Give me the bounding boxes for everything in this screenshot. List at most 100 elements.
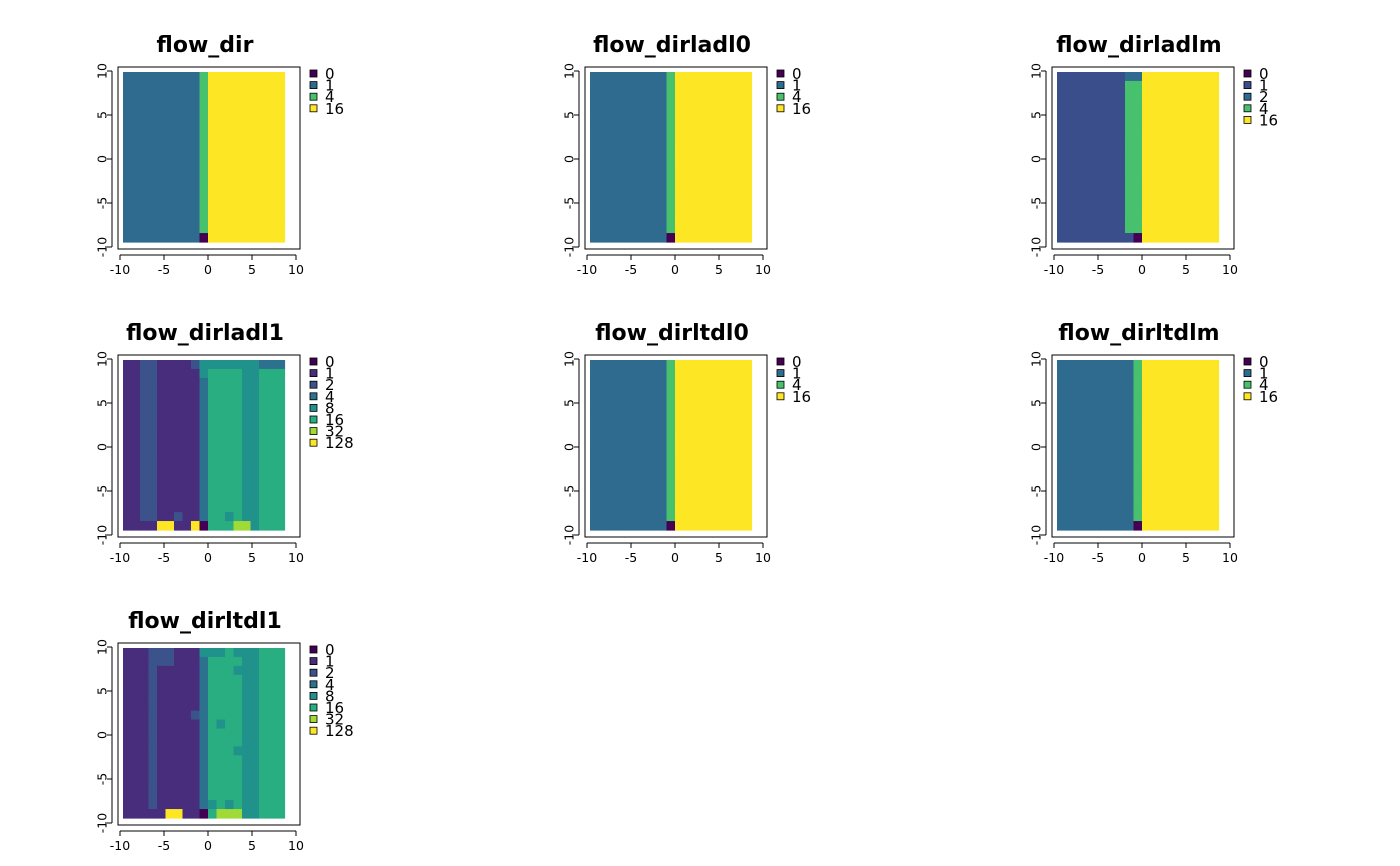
raster-cell bbox=[233, 800, 243, 810]
raster-cell bbox=[1176, 215, 1186, 225]
raster-cell bbox=[250, 764, 260, 774]
raster-cell bbox=[1184, 449, 1194, 460]
raster-cell bbox=[1184, 161, 1194, 172]
raster-cell bbox=[1116, 440, 1126, 451]
raster-cell bbox=[692, 422, 702, 433]
raster-cell bbox=[675, 404, 685, 415]
raster-cell bbox=[624, 521, 634, 531]
raster-cell bbox=[1176, 72, 1186, 82]
raster-cell bbox=[615, 449, 625, 460]
raster-cell bbox=[191, 449, 201, 460]
raster-cell bbox=[1108, 521, 1118, 531]
raster-cell bbox=[1176, 404, 1186, 415]
raster-cell bbox=[615, 98, 625, 109]
raster-cell bbox=[590, 215, 600, 225]
x-tick-label: -5 bbox=[625, 262, 637, 277]
raster-cell bbox=[123, 782, 133, 792]
raster-cell bbox=[632, 360, 642, 370]
raster-cell bbox=[1210, 72, 1220, 82]
raster-cell bbox=[1074, 377, 1084, 388]
raster-cell bbox=[1184, 512, 1194, 522]
raster-cell bbox=[1116, 170, 1126, 180]
raster-cell bbox=[242, 152, 252, 163]
raster-cell bbox=[700, 512, 710, 522]
raster-cell bbox=[157, 494, 167, 504]
raster-cell bbox=[242, 134, 252, 145]
raster-cell bbox=[1057, 485, 1067, 495]
raster-cell bbox=[267, 152, 277, 163]
raster-cell bbox=[233, 224, 243, 234]
raster-cell bbox=[1074, 404, 1084, 415]
raster-cell bbox=[632, 485, 642, 495]
raster-cell bbox=[267, 197, 277, 207]
raster-cell bbox=[1065, 116, 1075, 127]
raster-cell bbox=[658, 494, 668, 504]
raster-cell bbox=[632, 152, 642, 163]
raster-cell bbox=[649, 422, 659, 433]
raster-cell bbox=[607, 368, 617, 379]
raster-cell bbox=[174, 116, 184, 127]
raster-cell bbox=[123, 179, 133, 189]
legend-label: 4 bbox=[325, 388, 335, 406]
raster-cell bbox=[1210, 161, 1220, 172]
raster-cell bbox=[182, 161, 192, 172]
raster-cell bbox=[1091, 485, 1101, 495]
raster-cell bbox=[624, 404, 634, 415]
raster-cell bbox=[199, 422, 209, 433]
raster-cell bbox=[157, 701, 167, 712]
raster-cell bbox=[191, 143, 201, 154]
raster-cell bbox=[123, 143, 133, 154]
raster-cell bbox=[1108, 386, 1118, 397]
raster-cell bbox=[1057, 152, 1067, 163]
raster-cell bbox=[276, 152, 286, 163]
raster-cell bbox=[174, 692, 184, 703]
raster-cell bbox=[726, 188, 736, 198]
raster-cell bbox=[675, 360, 685, 370]
raster-cell bbox=[165, 701, 175, 712]
raster-cell bbox=[607, 170, 617, 180]
raster-cell bbox=[208, 683, 218, 694]
raster-cell bbox=[1159, 386, 1169, 397]
raster-cell bbox=[632, 395, 642, 406]
raster-cell bbox=[1159, 449, 1169, 460]
raster-cell bbox=[1159, 521, 1169, 531]
raster-cell bbox=[242, 422, 252, 433]
raster-cell bbox=[208, 449, 218, 460]
raster-cell bbox=[709, 224, 719, 234]
raster-cell bbox=[692, 494, 702, 504]
raster-cell bbox=[267, 98, 277, 109]
raster-cell bbox=[140, 512, 150, 522]
raster-cell bbox=[726, 215, 736, 225]
raster-cell bbox=[1091, 98, 1101, 109]
raster-cell bbox=[208, 170, 218, 180]
raster-cell bbox=[123, 485, 133, 495]
raster-cell bbox=[641, 404, 651, 415]
raster-cell bbox=[1184, 72, 1194, 82]
raster-cell bbox=[743, 98, 753, 109]
raster-cell bbox=[1065, 197, 1075, 207]
raster-cell bbox=[199, 360, 209, 370]
raster-cell bbox=[1201, 503, 1211, 513]
raster-cell bbox=[658, 377, 668, 388]
raster-cell bbox=[649, 449, 659, 460]
raster-cell bbox=[624, 458, 634, 468]
raster-cell bbox=[165, 377, 175, 388]
raster-cell bbox=[123, 648, 133, 658]
raster-cell bbox=[692, 458, 702, 468]
raster-cell bbox=[1150, 422, 1160, 433]
raster-cell bbox=[666, 458, 676, 468]
raster-cell bbox=[225, 764, 235, 774]
raster-cell bbox=[191, 224, 201, 234]
raster-cell bbox=[1159, 98, 1169, 109]
raster-cell bbox=[1184, 170, 1194, 180]
raster-cell bbox=[683, 404, 693, 415]
raster-cell bbox=[199, 458, 209, 468]
raster-cell bbox=[1108, 179, 1118, 189]
raster-cell bbox=[123, 170, 133, 180]
raster-cell bbox=[233, 404, 243, 415]
raster-cell bbox=[1159, 458, 1169, 468]
raster-cell bbox=[615, 197, 625, 207]
raster-cell bbox=[726, 386, 736, 397]
raster-cell bbox=[1193, 107, 1203, 118]
